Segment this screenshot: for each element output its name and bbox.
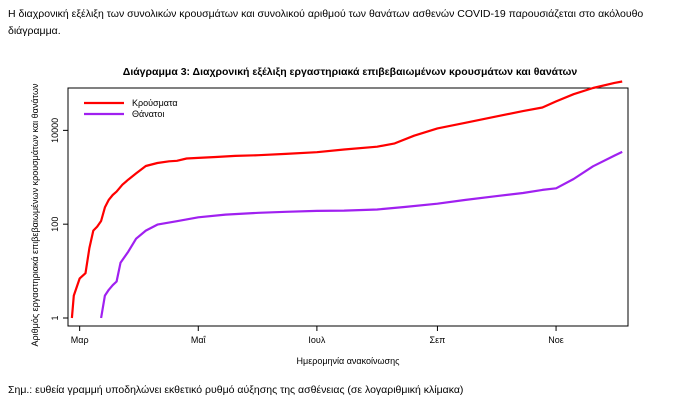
legend-label-1: Θάνατοι [132, 109, 164, 119]
y-tick-label: 100 [50, 217, 60, 232]
x-tick-label: Νοε [548, 335, 564, 345]
x-axis-title: Ημερομηνία ανακοίνωσης [297, 356, 401, 366]
chart-title: Διάγραμμα 3: Διαχρονική εξέλιξη εργαστηρ… [122, 66, 578, 78]
footnote: Σημ.: ευθεία γραμμή υποδηλώνει εκθετικό … [8, 384, 464, 396]
x-tick-label: Μαΐ [191, 335, 207, 345]
plot-frame [67, 87, 629, 327]
y-axis-title: Αριθμός εργαστηριακά επιβεβαιωμένων κρου… [30, 83, 40, 346]
y-tick-label: 10000 [50, 118, 60, 143]
y-tick-label: 1 [50, 315, 60, 320]
x-tick-label: Μαρ [71, 335, 89, 345]
legend-label-0: Κρούσματα [132, 98, 178, 108]
series-line-0 [70, 80, 623, 319]
x-tick-label: Ιουλ [308, 335, 325, 345]
x-tick-label: Σεπ [430, 335, 446, 345]
series-line-1 [100, 150, 623, 319]
intro-paragraph: Η διαχρονική εξέλιξη των συνολικών κρουσ… [8, 8, 644, 37]
